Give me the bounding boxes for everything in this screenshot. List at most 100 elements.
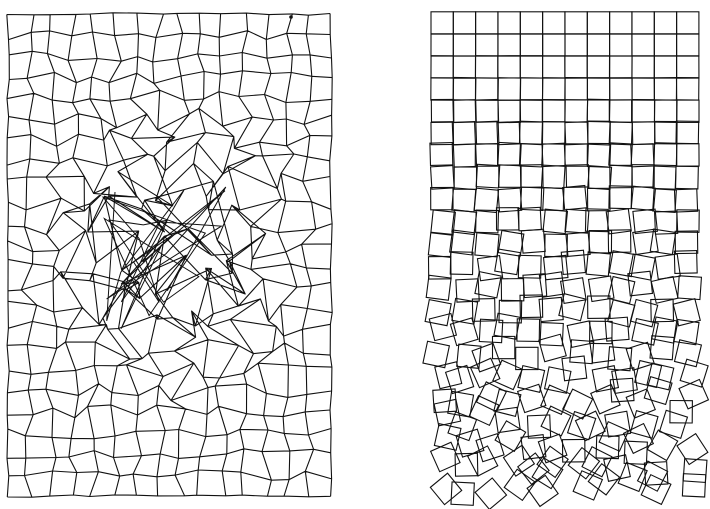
gravel-square (589, 320, 613, 345)
gravel-square (651, 316, 679, 344)
gravel-square (516, 383, 547, 414)
gravel-square (502, 444, 536, 477)
gravel-square (672, 298, 701, 327)
gravel-square (646, 362, 675, 391)
gravel-square (630, 185, 657, 212)
gravel-square (560, 249, 587, 276)
gravel-square (572, 470, 604, 501)
gravel-square (473, 187, 500, 214)
gravel-square (538, 271, 566, 298)
gravel-square (444, 364, 475, 395)
gravel-square (538, 296, 564, 323)
gravel-square (454, 452, 479, 477)
gravel-square (632, 208, 659, 235)
gravel-square (475, 381, 508, 413)
gravel-square (520, 433, 547, 461)
gravel-square (569, 339, 595, 365)
gravel-square (634, 359, 663, 389)
gravel-square (491, 335, 516, 360)
gravel-square (515, 346, 539, 371)
gravel-square (677, 275, 703, 301)
ink-dot (289, 15, 293, 19)
gravel-square (494, 420, 527, 453)
gravel-square (429, 142, 454, 167)
gravel-square (429, 441, 461, 473)
gravel-square (517, 364, 546, 393)
gravel-square (566, 410, 597, 441)
gravel-square (605, 208, 632, 235)
gravel-square (676, 209, 700, 233)
gravel-square (526, 414, 552, 439)
gravel-square (561, 388, 594, 420)
gravel-square (567, 446, 601, 480)
gravel-square (676, 99, 700, 123)
gravel-square (561, 438, 586, 463)
gravel-square (449, 229, 476, 256)
gravel-square (608, 250, 636, 278)
gravel-square (589, 337, 616, 364)
gravel-square (631, 317, 659, 346)
gravel-square (425, 274, 452, 301)
gravel-square (628, 253, 656, 281)
gravel-square (604, 316, 630, 342)
gravel-square (587, 462, 621, 496)
gravel-square (625, 388, 656, 419)
gravel-square (537, 433, 568, 464)
gravel-square (675, 165, 699, 190)
gravel-square (673, 318, 700, 346)
gravel-square (636, 460, 669, 492)
gravel-square (429, 164, 455, 190)
gravel-square (673, 250, 698, 275)
gravel-square (673, 188, 699, 213)
gravel-square (591, 365, 620, 393)
gravel-square (646, 429, 679, 462)
gravel-square (471, 342, 502, 373)
gravel-square (658, 409, 689, 440)
gravel-square (649, 228, 677, 256)
gravel-square (649, 335, 675, 361)
gravel-square (586, 187, 611, 212)
gravel-square (466, 445, 499, 477)
gravel-square (542, 254, 569, 281)
gravel-square (474, 270, 502, 299)
gravel-square (475, 209, 500, 234)
gravel-square (566, 320, 595, 349)
gravel-square (492, 359, 524, 391)
gravel-squares-panel (422, 11, 710, 509)
gravel-square (609, 377, 635, 403)
gravel-square (574, 410, 606, 442)
gravel-square (584, 208, 609, 233)
gravel-square (640, 473, 672, 506)
gravel-square (430, 209, 456, 236)
gravel-square (630, 143, 655, 168)
gravel-square (650, 298, 675, 323)
gravel-square (608, 121, 633, 146)
gravel-square (542, 208, 569, 235)
gravel-square (531, 457, 564, 490)
gravel-square (682, 458, 708, 484)
gravel-square (433, 398, 462, 427)
gravel-square (422, 340, 451, 369)
gravel-square (449, 251, 474, 276)
gravel-square (674, 230, 699, 255)
gravel-square (564, 208, 590, 234)
gravel-square (494, 406, 521, 434)
gravel-square (590, 383, 621, 415)
gravel-square (540, 405, 572, 437)
gravel-square (561, 184, 588, 211)
gravel-square (629, 410, 659, 439)
gravel-square (623, 440, 648, 465)
gravel-square (428, 312, 458, 342)
gravel-square (587, 275, 615, 303)
gravel-square (587, 120, 611, 145)
mesh-lines (6, 12, 333, 498)
gravel-square (539, 321, 564, 347)
gravel-square (585, 251, 612, 277)
gravel-square (516, 318, 541, 343)
gravel-square (654, 120, 678, 145)
gravel-square (424, 298, 452, 327)
gravel-square (498, 299, 523, 324)
gravel-square (519, 294, 544, 319)
gravel-square (608, 185, 633, 210)
